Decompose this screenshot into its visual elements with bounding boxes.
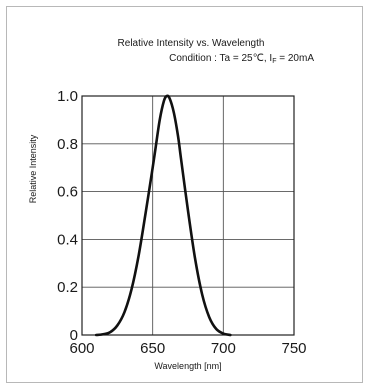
x-tick-label: 750 — [281, 340, 306, 357]
y-tick-label: 0.4 — [57, 231, 78, 248]
subtitle-subscript: F — [272, 58, 276, 65]
plot-border — [81, 95, 295, 336]
x-tick-label: 650 — [140, 340, 165, 357]
y-tick-label: 0.2 — [57, 279, 78, 296]
x-tick-labels: 600 650 700 750 — [69, 340, 306, 357]
subtitle-main: Condition : Ta = 25℃, I — [169, 53, 272, 64]
x-axis-label: Wavelength [nm] — [154, 361, 221, 371]
series-line — [94, 94, 232, 337]
subtitle-tail: = 20mA — [276, 53, 314, 64]
grid — [82, 96, 294, 335]
y-tick-label: 0.8 — [57, 136, 78, 153]
chart-title: Relative Intensity vs. Wavelength — [118, 38, 265, 49]
y-tick-label: 0.6 — [57, 184, 78, 201]
y-tick-label: 1.0 — [57, 88, 78, 105]
y-tick-label: 0 — [70, 327, 78, 344]
x-tick-label: 600 — [69, 340, 94, 357]
y-axis-label: Relative Intensity — [28, 134, 38, 203]
chart-subtitle: Condition : Ta = 25℃, IF = 20mA — [169, 53, 314, 65]
y-tick-labels: 0 0.2 0.4 0.6 0.8 1.0 — [57, 88, 78, 344]
x-tick-label: 700 — [211, 340, 236, 357]
